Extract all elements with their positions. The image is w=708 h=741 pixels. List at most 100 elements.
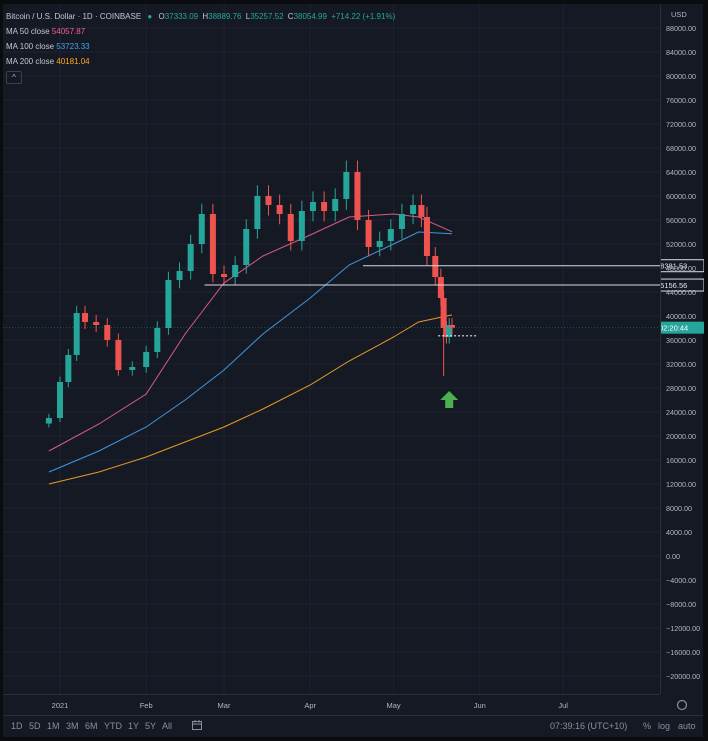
x-tick-label: May (387, 701, 401, 710)
date-range-icon[interactable] (191, 719, 203, 733)
candle-body (309, 202, 316, 211)
interval[interactable]: 1D (82, 12, 93, 21)
chart-frame: Bitcoin / U.S. Dollar · 1D · COINBASE ● … (3, 4, 704, 737)
price-chart-pane[interactable] (3, 4, 660, 694)
y-tick-label: 8000.00 (666, 504, 692, 513)
change-value: +714.22 (+1.91%) (331, 12, 396, 21)
up-arrow-icon (440, 391, 459, 408)
ma50-label: MA 50 close (6, 27, 50, 36)
y-tick-label: 28000.00 (666, 384, 696, 393)
market-status-icon: ● (147, 12, 153, 21)
candle-body (446, 325, 453, 337)
y-tick-label: 20000.00 (666, 432, 696, 441)
auto-toggle[interactable]: auto (678, 721, 696, 731)
price-chart-svg[interactable] (3, 4, 660, 694)
candle-body (321, 202, 328, 211)
ma100-label: MA 100 close (6, 42, 55, 51)
high-label: H (202, 12, 209, 21)
timeframe-5d[interactable]: 5D (29, 721, 41, 731)
candle-body (365, 220, 372, 247)
y-tick-label: −12000.00 (666, 624, 700, 633)
symbol-name[interactable]: Bitcoin / U.S. Dollar (6, 12, 76, 21)
level-label-box (661, 278, 704, 292)
ma50-value: 54057.87 (51, 27, 86, 36)
timeframe-all[interactable]: All (162, 721, 173, 731)
y-tick-label: 68000.00 (666, 144, 696, 153)
candle-body (287, 214, 294, 241)
percent-toggle[interactable]: % (643, 721, 652, 731)
x-tick-label: Mar (218, 701, 231, 710)
price-axis[interactable]: 48381.53 45156.56 02:20:44 88000.00 84000.00… (660, 4, 704, 694)
candle-body (332, 199, 339, 211)
x-tick-label: 2021 (52, 701, 69, 710)
y-tick-label: 32000.00 (666, 360, 696, 369)
candle-body (254, 196, 261, 229)
open-value: 37333.09 (164, 12, 199, 21)
timeframe-5y[interactable]: 5Y (145, 721, 157, 731)
y-tick-label: −4000.00 (666, 576, 696, 585)
y-tick-label: 84000.00 (666, 48, 696, 57)
close-label: C (287, 12, 294, 21)
timeframe-ytd[interactable]: YTD (104, 721, 122, 731)
candle-body (232, 265, 239, 277)
y-tick-label: 24000.00 (666, 408, 696, 417)
high-value: 38889.76 (208, 12, 242, 21)
candle-body (423, 217, 430, 256)
y-tick-label: 72000.00 (666, 120, 696, 129)
current-price-countdown: 02:20:44 (661, 324, 688, 333)
ma-line-2 (48, 314, 453, 485)
close-value: 38054.99 (293, 12, 327, 21)
open-label: O (158, 12, 165, 21)
y-tick-label: 36000.00 (666, 336, 696, 345)
candle-body (418, 205, 425, 217)
candle-body (298, 211, 305, 241)
y-tick-label: 56000.00 (666, 216, 696, 225)
price-axis-svg[interactable]: 48381.53 45156.56 02:20:44 88000.00 84000.00… (661, 4, 704, 694)
timeframe-1y[interactable]: 1Y (128, 721, 140, 731)
timeframe-3m[interactable]: 3M (66, 721, 79, 731)
candle-body (221, 274, 228, 277)
candle-body (45, 418, 52, 424)
collapse-chevron-icon[interactable]: ^ (6, 71, 22, 84)
timeframe-1d[interactable]: 1D (11, 721, 23, 731)
y-tick-label: 44000.00 (666, 288, 696, 297)
candle-body (387, 229, 394, 241)
candle-body (343, 172, 350, 199)
candle-body (143, 352, 150, 367)
time-axis-svg[interactable]: 2021 Feb Mar Apr May Jun Jul (3, 695, 660, 715)
currency-label[interactable]: USD (671, 10, 687, 19)
candle-body (265, 196, 272, 205)
level-label-1: 45156.56 (661, 281, 687, 290)
level-label-box (661, 259, 704, 273)
candle-body (354, 172, 361, 220)
candle-body (93, 322, 100, 325)
ma100-legend-row[interactable]: MA 100 close 53723.33 (6, 39, 395, 54)
settings-icon[interactable] (661, 695, 703, 715)
timeframe-6m[interactable]: 6M (85, 721, 98, 731)
candle-body (187, 244, 194, 271)
ma200-value: 40181.04 (56, 57, 90, 66)
y-tick-label: −8000.00 (666, 600, 696, 609)
level-label-0: 48381.53 (661, 262, 687, 271)
ma50-legend-row[interactable]: MA 50 close 54057.87 (6, 24, 395, 39)
current-price-box (661, 321, 704, 334)
candle-body (410, 205, 417, 214)
axis-settings-corner[interactable] (661, 695, 703, 715)
ma100-value: 53723.33 (56, 42, 90, 51)
candle-body (437, 277, 444, 298)
log-toggle[interactable]: log (658, 721, 671, 731)
legend-collapse-row: ^ (6, 69, 395, 84)
candle-body (432, 256, 439, 277)
candle-body (276, 205, 283, 214)
time-axis[interactable]: 2021 Feb Mar Apr May Jun Jul (3, 694, 660, 715)
candle-body (115, 340, 122, 370)
candle-body (176, 271, 183, 280)
y-tick-label: 16000.00 (666, 456, 696, 465)
timeframe-1m[interactable]: 1M (47, 721, 60, 731)
ma200-legend-row[interactable]: MA 200 close 40181.04 (6, 54, 395, 69)
candle-body (209, 214, 216, 274)
y-tick-label: 40000.00 (666, 312, 696, 321)
x-tick-label: Feb (140, 701, 153, 710)
y-tick-label: 52000.00 (666, 240, 696, 249)
clock-timezone[interactable]: 07:39:16 (UTC+10) (550, 721, 628, 731)
